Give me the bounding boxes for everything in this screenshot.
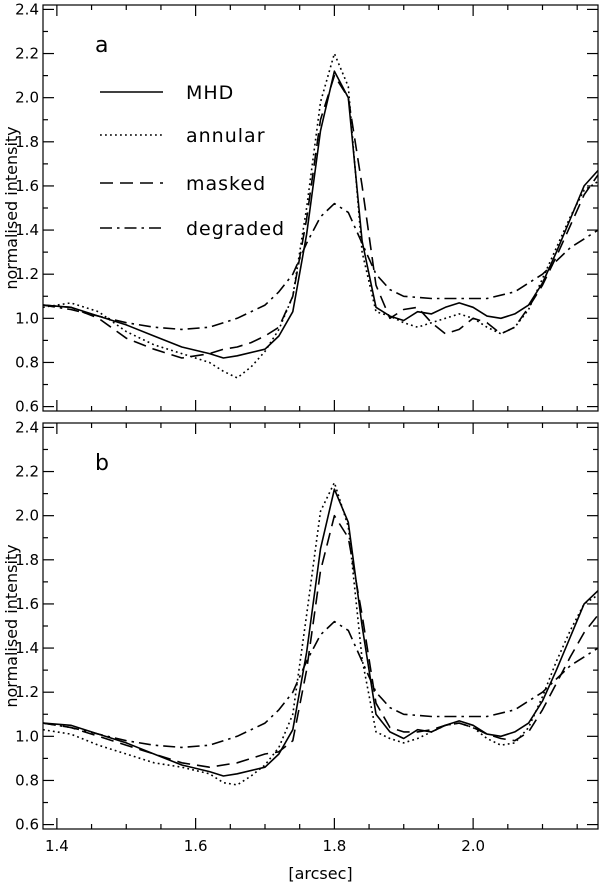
y-tick-label: 1.4	[15, 639, 39, 657]
y-tick-label: 2.0	[15, 507, 39, 525]
y-tick-label: 1.6	[15, 177, 39, 195]
panel-tag: a	[95, 33, 108, 58]
y-tick-label: 1.2	[15, 265, 39, 283]
y-tick-label: 1.4	[15, 221, 39, 239]
y-tick-label: 1.0	[15, 727, 39, 745]
y-tick-label: 2.4	[15, 418, 39, 436]
series-line-MHD	[42, 488, 599, 777]
series-line-degraded	[42, 620, 599, 749]
x-tick-label: 2.0	[461, 837, 485, 855]
series-line-MHD	[42, 70, 599, 359]
series-line-masked	[42, 514, 599, 769]
plot-frame	[42, 422, 599, 830]
y-tick-label: 2.2	[15, 45, 39, 63]
legend: MHD annular masked degraded	[100, 82, 285, 240]
y-axis-title: normalised intensity	[2, 126, 21, 289]
panel-a: 0.6 0.8 1.0 1.2 1.4 1.6 1.8 2.0 2.2 2.4 normalised…	[2, 0, 599, 416]
x-axis-title: [arcsec]	[288, 864, 352, 883]
series-line-masked	[42, 74, 599, 359]
x-tick-label: 1.8	[322, 837, 346, 855]
y-axis-title: normalised intensity	[2, 544, 21, 707]
y-tick-label: 1.0	[15, 309, 39, 327]
y-tick-label: 2.0	[15, 89, 39, 107]
plot-frame	[42, 4, 599, 412]
y-tick-label: 1.8	[15, 551, 39, 569]
legend-label-annular: annular	[186, 125, 266, 147]
panel-tag: b	[95, 451, 109, 476]
x-tick-label: 1.4	[45, 837, 69, 855]
y-tick-label: 0.6	[15, 398, 39, 416]
legend-label-MHD: MHD	[186, 82, 234, 104]
y-tick-label: 0.6	[15, 816, 39, 834]
y-tick-label: 1.8	[15, 133, 39, 151]
legend-label-degraded: degraded	[186, 218, 285, 240]
y-tick-label: 1.6	[15, 595, 39, 613]
series-line-annular	[42, 481, 599, 786]
y-tick-label: 1.2	[15, 683, 39, 701]
panel-b: 0.6 0.8 1.0 1.2 1.4 1.6 1.8 2.0 2.2 2.4 1.4 1.6 1.8 2…	[2, 418, 599, 883]
legend-label-masked: masked	[186, 173, 266, 195]
y-tick-label: 0.8	[15, 771, 39, 789]
series-line-degraded	[42, 202, 599, 331]
series-line-annular	[42, 52, 599, 379]
x-tick-label: 1.6	[184, 837, 208, 855]
y-tick-label: 0.8	[15, 353, 39, 371]
y-tick-label: 2.2	[15, 463, 39, 481]
y-tick-label: 2.4	[15, 0, 39, 18]
